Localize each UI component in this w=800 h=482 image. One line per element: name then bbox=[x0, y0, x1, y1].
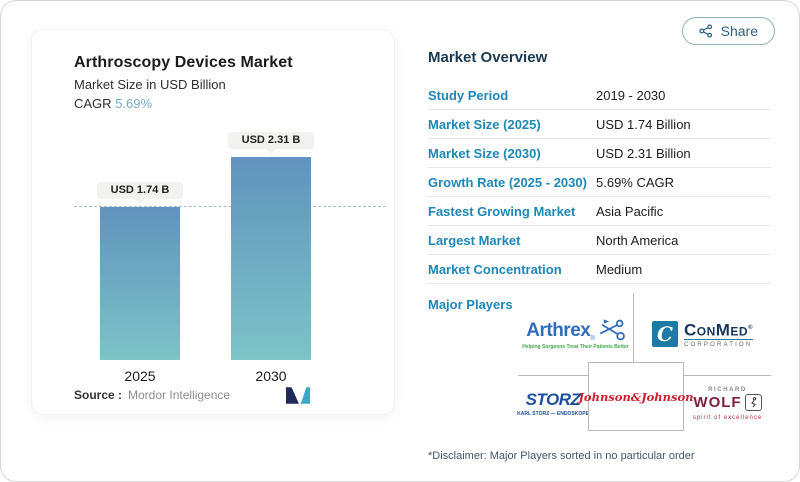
storz-sub-text: KARL STORZ — ENDOSKOPE bbox=[517, 411, 589, 417]
row-label: Study Period bbox=[428, 87, 509, 103]
row-value: USD 2.31 Billion bbox=[596, 145, 691, 161]
scissors-icon bbox=[599, 319, 625, 341]
table-row: Market Size (2030) USD 2.31 Billion bbox=[428, 139, 771, 168]
row-label: Market Size (2030) bbox=[428, 145, 541, 161]
share-button-label: Share bbox=[720, 23, 758, 39]
conmed-corporation-text: CORPORATION bbox=[683, 339, 754, 348]
market-overview-panel: Market Overview Study Period 2019 - 2030… bbox=[428, 49, 771, 462]
wolf-richard-text: RICHARD bbox=[708, 386, 747, 393]
axis-label-2025: 2025 bbox=[124, 368, 156, 384]
chart-header: Arthroscopy Devices Market Market Size i… bbox=[74, 54, 293, 111]
conmed-logo: C ConMed® CORPORATION bbox=[634, 293, 771, 375]
chart-cagr-line: CAGR 5.69% bbox=[74, 96, 293, 111]
johnson-johnson-logo: Johnson&Johnson bbox=[578, 362, 694, 431]
reference-line bbox=[74, 206, 386, 207]
row-label: Market Size (2025) bbox=[428, 116, 541, 132]
cagr-label: CAGR bbox=[74, 96, 112, 111]
wolf-tagline: spirit of excellence bbox=[692, 414, 763, 421]
arthrex-logo: Arthrex ® Helping Surgeons Treat Their P… bbox=[518, 293, 634, 375]
source-label: Source : bbox=[74, 388, 123, 402]
bar-value-text: USD 1.74 B bbox=[110, 184, 170, 196]
disclaimer-text: *Disclaimer: Major Players sorted in no … bbox=[428, 450, 695, 462]
conmed-logo-text: ConMed bbox=[683, 320, 749, 340]
row-label: Largest Market bbox=[428, 232, 521, 248]
source-value: Mordor Intelligence bbox=[128, 388, 231, 402]
conmed-c-icon: C bbox=[651, 321, 678, 347]
table-row: Market Size (2025) USD 1.74 Billion bbox=[428, 110, 771, 139]
row-value: USD 1.74 Billion bbox=[596, 116, 691, 132]
bar-value-label-2030: USD 2.31 B bbox=[228, 132, 314, 154]
arthrex-logo-text: Arthrex bbox=[526, 320, 591, 341]
row-value: 2019 - 2030 bbox=[596, 87, 666, 103]
richard-wolf-logo: RICHARD WOLF spirit of excellence bbox=[684, 375, 771, 431]
major-players-section: Major Players Arthrex ® bbox=[428, 293, 771, 431]
cagr-value: 5.69% bbox=[115, 96, 153, 111]
row-label: Market Concentration bbox=[428, 261, 562, 277]
bar-chart-plot: USD 1.74 B USD 2.31 B 2025 2030 bbox=[74, 132, 386, 384]
bar-value-text: USD 2.31 B bbox=[241, 134, 301, 146]
karl-storz-logo: STORZ KARL STORZ — ENDOSKOPE bbox=[517, 375, 589, 431]
share-button[interactable]: Share bbox=[681, 17, 775, 45]
table-row: Growth Rate (2025 - 2030) 5.69% CAGR bbox=[428, 168, 771, 197]
mordor-intelligence-logo-icon bbox=[286, 387, 310, 404]
chart-card: Arthroscopy Devices Market Market Size i… bbox=[31, 29, 395, 415]
table-row: Largest Market North America bbox=[428, 226, 771, 255]
overview-table: Study Period 2019 - 2030 Market Size (20… bbox=[428, 81, 771, 284]
row-value: Asia Pacific bbox=[596, 203, 664, 219]
chart-subtitle: Market Size in USD Billion bbox=[74, 77, 226, 92]
storz-logo-text: STORZ bbox=[525, 390, 581, 409]
wolf-figure-icon bbox=[744, 393, 762, 411]
jnj-logo-text: Johnson&Johnson bbox=[578, 389, 694, 404]
row-value: Medium bbox=[596, 261, 643, 277]
arthrex-tagline: Helping Surgeons Treat Their Patients Be… bbox=[522, 344, 629, 350]
major-players-logos: Arthrex ® Helping Surgeons Treat Their P… bbox=[517, 293, 771, 431]
overview-heading: Market Overview bbox=[428, 49, 548, 66]
source-row: Source : Mordor Intelligence bbox=[74, 386, 378, 404]
registered-mark: ® bbox=[748, 324, 754, 331]
table-row: Fastest Growing Market Asia Pacific bbox=[428, 197, 771, 226]
share-icon bbox=[698, 24, 712, 38]
row-label: Growth Rate (2025 - 2030) bbox=[428, 174, 587, 190]
axis-label-2030: 2030 bbox=[255, 368, 287, 384]
bar-2030[interactable] bbox=[231, 157, 311, 360]
table-row: Study Period 2019 - 2030 bbox=[428, 81, 771, 110]
major-players-label: Major Players bbox=[428, 297, 513, 312]
registered-mark: ® bbox=[590, 336, 595, 342]
bar-2025[interactable] bbox=[100, 207, 180, 360]
row-value: 5.69% CAGR bbox=[596, 174, 675, 190]
chart-title: Arthroscopy Devices Market bbox=[74, 54, 293, 71]
row-label: Fastest Growing Market bbox=[428, 203, 576, 219]
bar-value-label-2025: USD 1.74 B bbox=[97, 182, 183, 204]
wolf-logo-text: WOLF bbox=[693, 393, 742, 411]
row-value: North America bbox=[596, 232, 679, 248]
table-row: Market Concentration Medium bbox=[428, 255, 771, 284]
